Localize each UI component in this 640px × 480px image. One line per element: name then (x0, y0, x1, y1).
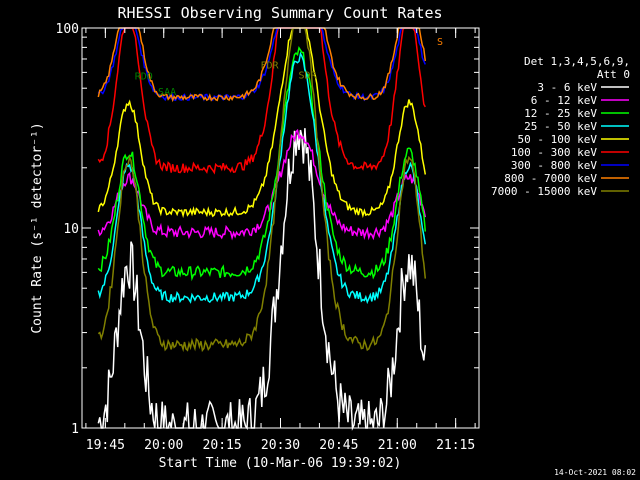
flag-label: SAA (158, 87, 176, 98)
x-axis: 19:45 20:00 20:15 20:30 20:45 21:00 21:15 (85, 28, 476, 453)
series-line (97, 128, 427, 241)
legend-header: Det 1,3,4,5,6,9, (524, 55, 630, 68)
x-tick-label: 21:15 (436, 438, 475, 453)
legend-entry-label: 100 - 300 keV (511, 146, 597, 159)
flag-label: S (437, 37, 443, 48)
x-axis-label: Start Time (10-Mar-06 19:39:02) (159, 456, 402, 471)
x-tick-label: 21:00 (378, 438, 417, 453)
series-layer (97, 27, 427, 431)
flag-label: FDR (261, 60, 280, 71)
series-line (97, 27, 426, 175)
series-line (97, 27, 427, 219)
x-tick-label: 20:00 (144, 438, 183, 453)
flags-layer: FDR RDO SAA SDR S (135, 37, 443, 98)
legend-header: Att 0 (597, 68, 630, 81)
timestamp: 14-Oct-2021 08:02 (554, 468, 636, 477)
chart-title: RHESSI Observing Summary Count Rates (117, 4, 442, 22)
legend-entry-label: 25 - 50 keV (524, 120, 597, 133)
series-line (97, 27, 427, 353)
x-tick-label: 20:45 (319, 438, 358, 453)
y-axis-label: Count Rate (s⁻¹ detector⁻¹) (30, 122, 45, 333)
legend-entry-label: 7000 - 15000 keV (491, 185, 597, 198)
legend-entry-label: 800 - 7000 keV (504, 172, 597, 185)
series-line (97, 46, 427, 282)
y-tick-label: 1 (71, 422, 79, 437)
legend-entry-label: 3 - 6 keV (537, 81, 597, 94)
y-tick-label: 100 (56, 22, 79, 37)
x-tick-label: 19:45 (86, 438, 125, 453)
y-axis: 1 10 100 (56, 22, 479, 437)
legend-entry-label: 50 - 100 keV (518, 133, 598, 146)
legend-entry-label: 300 - 800 keV (511, 159, 597, 172)
series-line (97, 51, 427, 305)
y-tick-label: 10 (63, 222, 79, 237)
legend-entry-label: 6 - 12 keV (531, 94, 598, 107)
flag-label: SDR (299, 70, 318, 81)
x-tick-label: 20:15 (203, 438, 242, 453)
series-line (97, 128, 427, 431)
flag-label: RDO (135, 72, 153, 83)
series-line (97, 27, 427, 103)
x-tick-label: 20:30 (261, 438, 300, 453)
legend-entry-label: 12 - 25 keV (524, 107, 597, 120)
